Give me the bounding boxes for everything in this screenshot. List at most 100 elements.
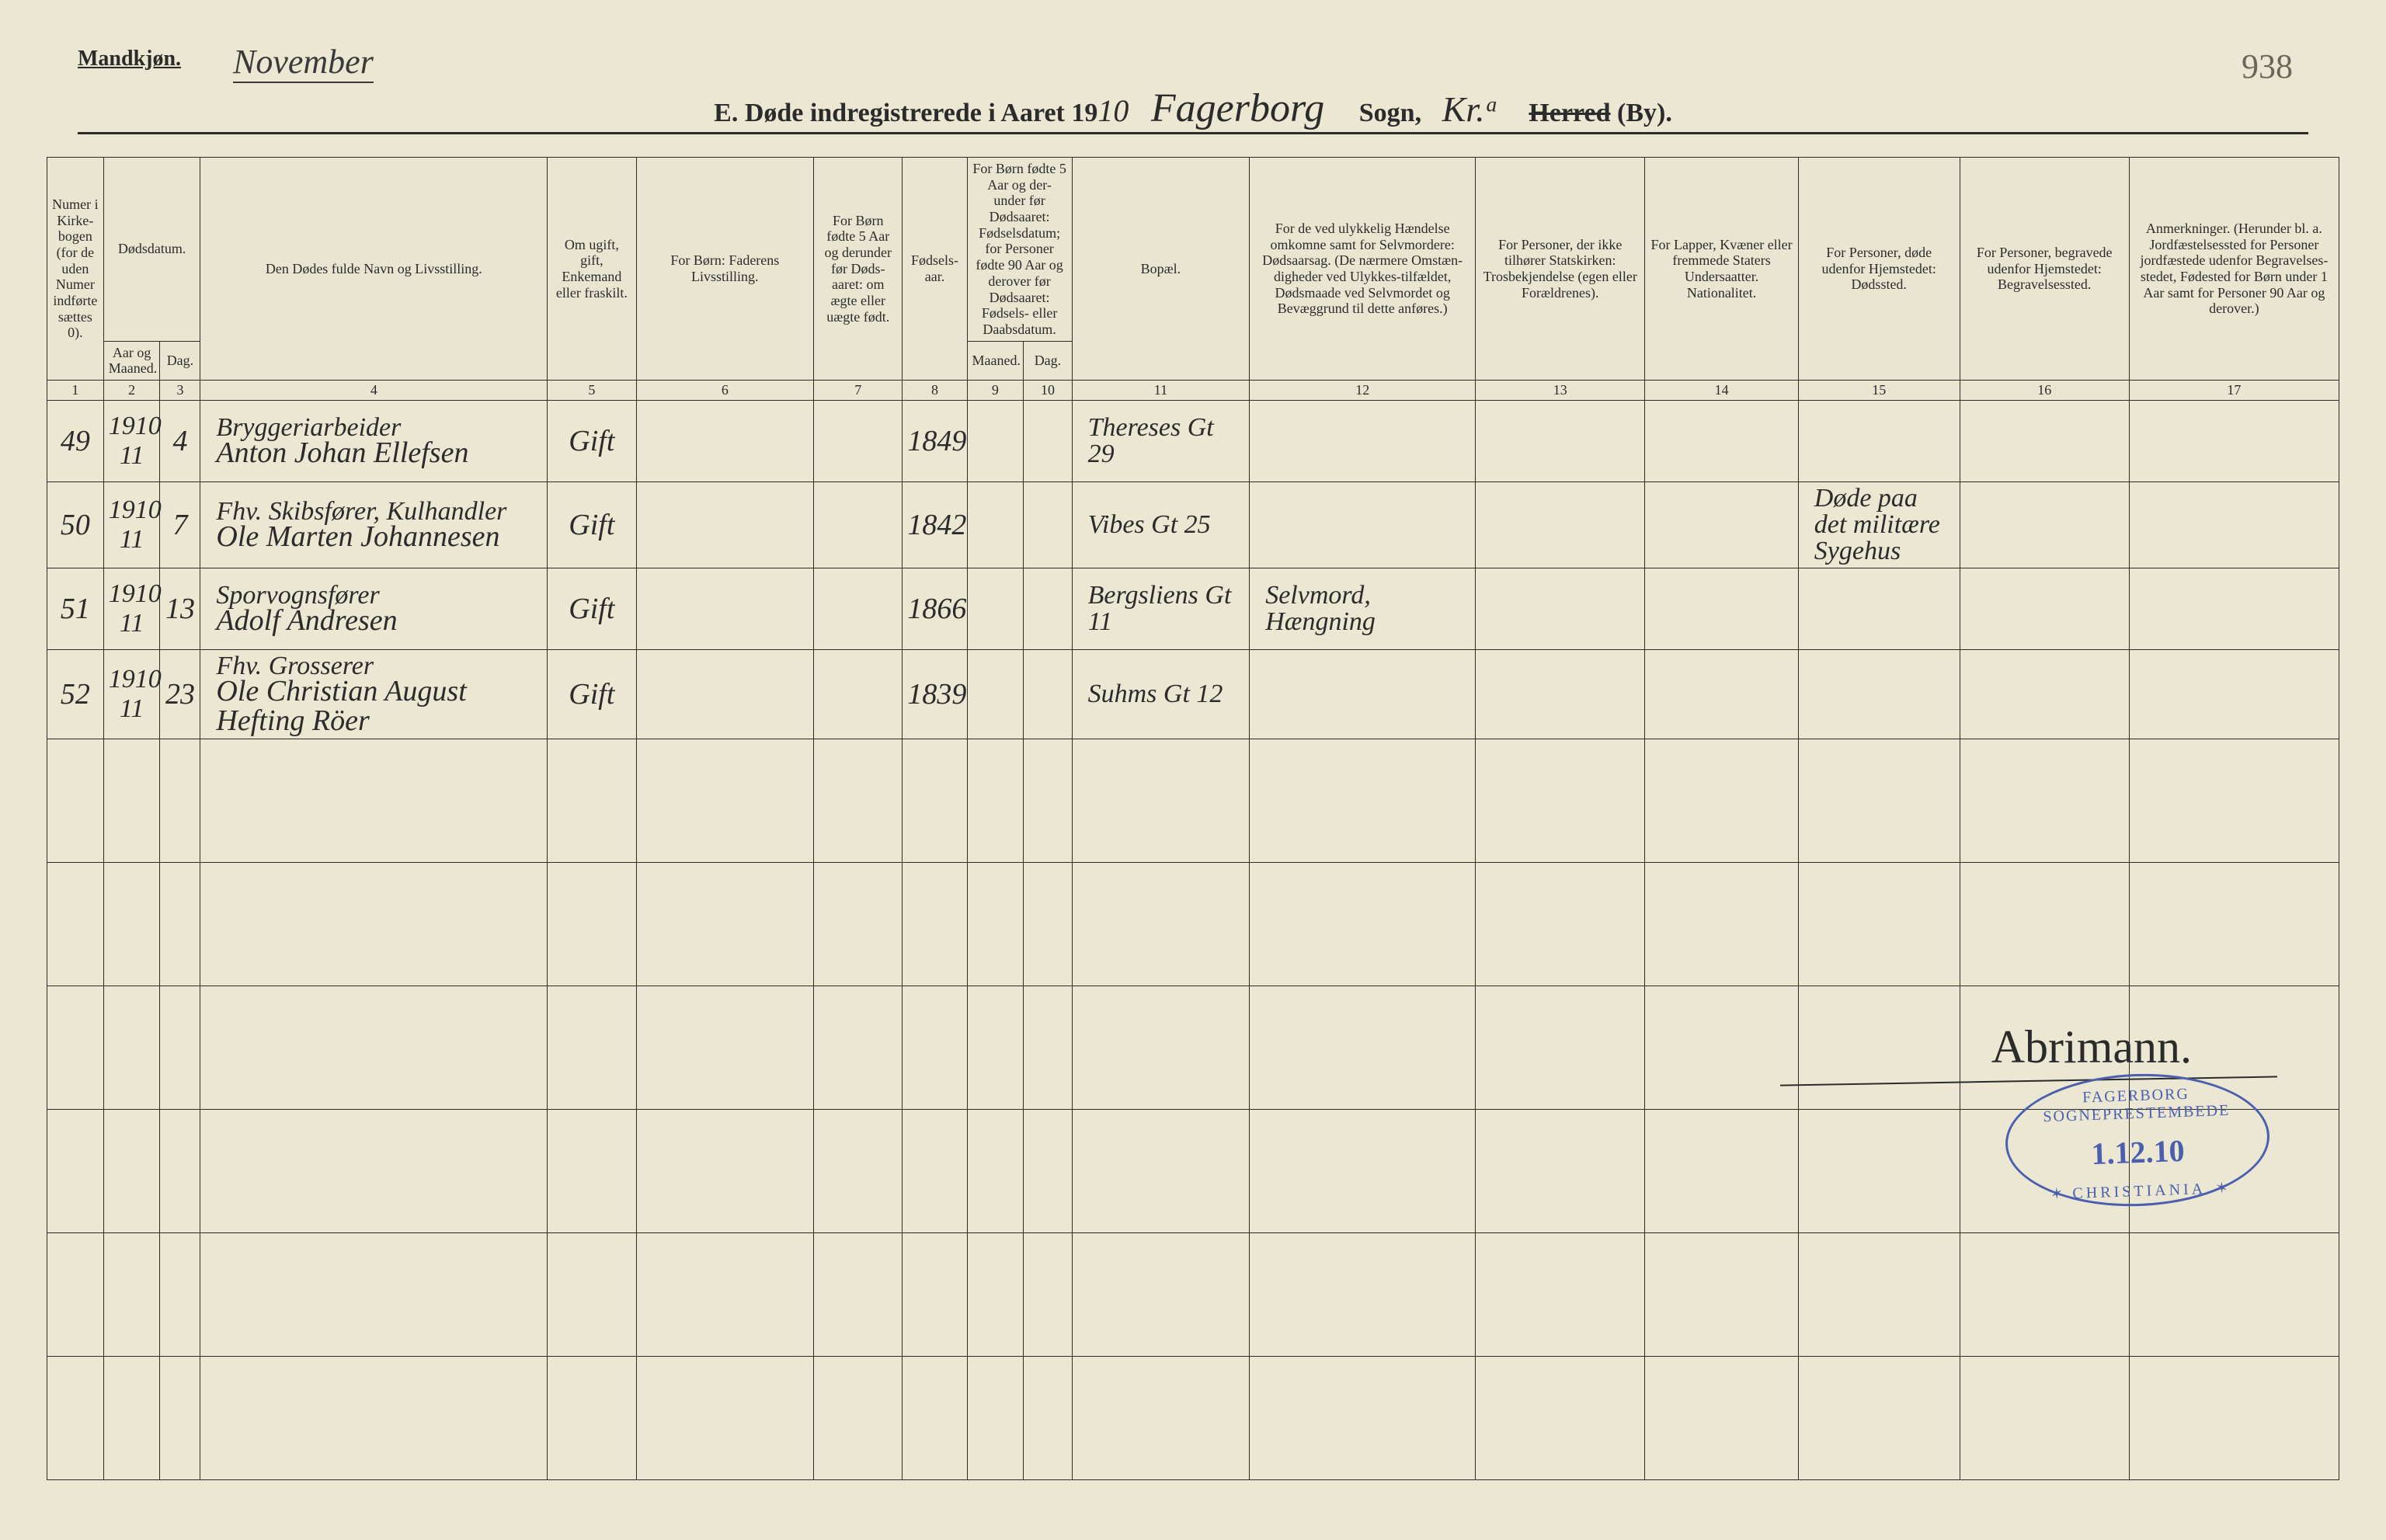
birth-month (967, 568, 1024, 649)
place-of-death (1798, 649, 1960, 739)
nationality (1645, 649, 1798, 739)
col-16-header: For Personer, begravede udenfor Hjemsted… (1960, 158, 2129, 381)
death-year-month: 191011 (103, 481, 160, 568)
blank-row (47, 1356, 2339, 1479)
nationality (1645, 568, 1798, 649)
nationality (1645, 481, 1798, 568)
colnum: 1 (47, 380, 104, 400)
death-day: 4 (160, 400, 200, 481)
colnum: 15 (1798, 380, 1960, 400)
notes (2129, 568, 2339, 649)
notes (2129, 400, 2339, 481)
table-head: Numer i Kirke-bogen (for de uden Numer i… (47, 158, 2339, 401)
name-occupation: Fhv. Grosserer Ole Christian August Heft… (200, 649, 548, 739)
cause-of-death (1250, 649, 1476, 739)
marital-status: Gift (548, 649, 636, 739)
sogn-label: Sogn, (1347, 99, 1428, 127)
birth-year: 1849 (903, 400, 967, 481)
table-body: 49 191011 4 Bryggeriarbeider Anton Johan… (47, 400, 2339, 1479)
col-14-header: For Lapper, Kvæner eller fremmede Stater… (1645, 158, 1798, 381)
col-5-header: Om ugift, gift, Enkemand eller fraskilt. (548, 158, 636, 381)
colnum: 3 (160, 380, 200, 400)
col-9-header-top: For Børn fødte 5 Aar og der-under før Dø… (967, 158, 1072, 342)
col-15-header: For Personer, døde udenfor Hjemstedet: D… (1798, 158, 1960, 381)
birth-month (967, 400, 1024, 481)
parish-stamp: FAGERBORG SOGNEPRESTEMBEDE 1.12.10 ✶ CHR… (2003, 1069, 2272, 1211)
table-row: 49 191011 4 Bryggeriarbeider Anton Johan… (47, 400, 2339, 481)
death-year-month: 191011 (103, 400, 160, 481)
birth-year: 1866 (903, 568, 967, 649)
death-year-month: 191011 (103, 649, 160, 739)
stamp-date: 1.12.10 (2008, 1129, 2268, 1175)
table-row: 50 191011 7 Fhv. Skibsfører, Kulhandler … (47, 481, 2339, 568)
faith (1476, 649, 1645, 739)
place-of-death: Døde paa det militære Sygehus (1798, 481, 1960, 568)
entry-number: 51 (47, 568, 104, 649)
father-occupation (636, 400, 814, 481)
col-2b-header: Dag. (160, 341, 200, 380)
notes (2129, 481, 2339, 568)
birth-year: 1839 (903, 649, 967, 739)
page-header: Mandkjøn. November 938 E. Døde indregist… (47, 39, 2339, 148)
blank-row (47, 739, 2339, 862)
col-7-header: For Børn fødte 5 Aar og derunder før Død… (814, 158, 903, 381)
birth-day (1024, 481, 1072, 568)
father-occupation (636, 481, 814, 568)
colnum: 5 (548, 380, 636, 400)
entry-number: 49 (47, 400, 104, 481)
district-name: Kr.ᵃ (1435, 89, 1522, 129)
birth-day (1024, 400, 1072, 481)
stamp-bottom-text: CHRISTIANIA (2072, 1180, 2206, 1202)
gender-label: Mandkjøn. (78, 47, 181, 71)
herred-label: Herred (1529, 99, 1610, 127)
col-12-header: For de ved ulykkelig Hændelse omkomne sa… (1250, 158, 1476, 381)
legitimacy (814, 568, 903, 649)
col-4-header: Den Dødes fulde Navn og Livsstilling. (200, 158, 548, 381)
col-13-header: For Personer, der ikke tilhører Statskir… (1476, 158, 1645, 381)
cause-of-death (1250, 481, 1476, 568)
death-day: 13 (160, 568, 200, 649)
column-numbers-row: 1 2 3 4 5 6 7 8 9 10 11 12 13 14 15 16 1… (47, 380, 2339, 400)
year-suffix: 10 (1097, 93, 1129, 128)
page-number: 938 (2242, 47, 2293, 86)
cause-of-death (1250, 400, 1476, 481)
colnum: 10 (1024, 380, 1072, 400)
person-name: Ole Marten Johannesen (216, 520, 499, 553)
birth-day (1024, 568, 1072, 649)
colnum: 8 (903, 380, 967, 400)
entry-number: 50 (47, 481, 104, 568)
name-occupation: Fhv. Skibsfører, Kulhandler Ole Marten J… (200, 481, 548, 568)
col-2-header-top: Dødsdatum. (103, 158, 200, 342)
blank-row (47, 862, 2339, 986)
place-of-death (1798, 400, 1960, 481)
col-17-header: Anmerkninger. (Herunder bl. a. Jordfæste… (2129, 158, 2339, 381)
section-letter: E. (714, 99, 738, 127)
death-year-month: 191011 (103, 568, 160, 649)
faith (1476, 400, 1645, 481)
faith (1476, 481, 1645, 568)
col-11-header: Bopæl. (1072, 158, 1250, 381)
person-name: Adolf Andresen (216, 604, 397, 637)
stamp-star-icon: ✶ (2043, 1185, 2070, 1203)
father-occupation (636, 568, 814, 649)
legitimacy (814, 481, 903, 568)
by-label: (By). (1617, 99, 1672, 127)
birth-month (967, 649, 1024, 739)
parish-name: Fagerborg (1136, 86, 1340, 130)
month-handwritten: November (233, 42, 374, 83)
legitimacy (814, 649, 903, 739)
father-occupation (636, 649, 814, 739)
blank-row (47, 1109, 2339, 1232)
colnum: 11 (1072, 380, 1250, 400)
colnum: 14 (1645, 380, 1798, 400)
colnum: 17 (2129, 380, 2339, 400)
cause-of-death: Selvmord, Hængning (1250, 568, 1476, 649)
place-of-death (1798, 568, 1960, 649)
person-name: Anton Johan Ellefsen (216, 436, 468, 469)
legitimacy (814, 400, 903, 481)
colnum: 4 (200, 380, 548, 400)
col-9b-header: Dag. (1024, 341, 1072, 380)
ledger-page: Mandkjøn. November 938 E. Døde indregist… (0, 0, 2386, 1540)
nationality (1645, 400, 1798, 481)
col-2a-header: Aar og Maaned. (103, 341, 160, 380)
